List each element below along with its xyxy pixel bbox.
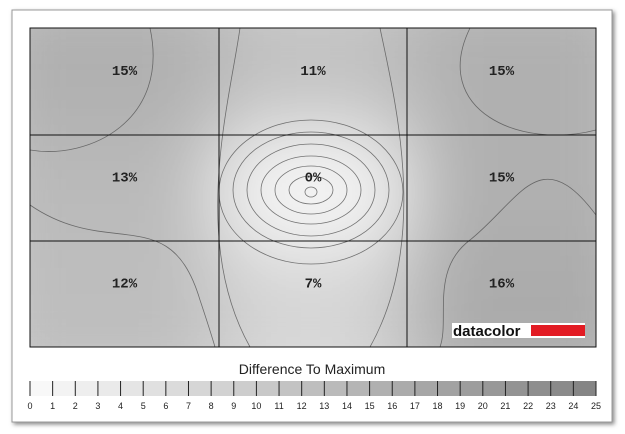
scale-segment — [392, 381, 415, 396]
scale-tick-label: 6 — [163, 401, 168, 411]
cell-fill — [219, 135, 407, 241]
scale-title: Difference To Maximum — [239, 361, 386, 377]
scale-tick-label: 2 — [73, 401, 78, 411]
cell-fill — [30, 241, 219, 347]
scale-tick-label: 16 — [387, 401, 397, 411]
scale-tick-label: 13 — [319, 401, 329, 411]
scale-tick-label: 9 — [231, 401, 236, 411]
scale-tick-label: 12 — [297, 401, 307, 411]
scale-tick-label: 5 — [141, 401, 146, 411]
cell-label: 0% — [305, 171, 322, 187]
scale-tick-label: 8 — [209, 401, 214, 411]
scale-tick-label: 11 — [274, 401, 283, 411]
scale-segment — [301, 381, 325, 396]
scale-tick-label: 19 — [455, 401, 465, 411]
scale-segment — [211, 381, 234, 396]
scale-tick-label: 3 — [95, 401, 100, 411]
scale-tick-label: 7 — [186, 401, 191, 411]
scale-segment — [188, 381, 212, 396]
cell-label: 16% — [489, 277, 515, 293]
scale-segment — [346, 381, 370, 396]
cell-label: 11% — [300, 64, 326, 80]
scale-segment — [460, 381, 483, 396]
scale-segment — [143, 381, 166, 396]
scale-tick-label: 10 — [251, 401, 261, 411]
cell-label: 12% — [112, 277, 138, 293]
cell-fill — [407, 135, 596, 241]
scale-segment — [550, 381, 574, 396]
scale-tick-label: 18 — [433, 401, 443, 411]
scale-tick-label: 0 — [27, 401, 32, 411]
scale-segment — [165, 381, 189, 396]
cell-label: 15% — [112, 64, 138, 80]
scale-segment — [482, 381, 506, 396]
scale-segment — [97, 381, 121, 396]
scale-tick-label: 24 — [568, 401, 578, 411]
scale-segment — [279, 381, 302, 396]
cell-fill — [30, 135, 219, 241]
brand-logo: datacolor — [452, 323, 585, 340]
cell-label: 7% — [305, 277, 322, 293]
scale-segment — [369, 381, 393, 396]
scale-segment — [573, 381, 596, 396]
scale-tick-label: 17 — [410, 401, 420, 411]
scale-tick-label: 23 — [546, 401, 556, 411]
cell-fill — [219, 241, 407, 347]
scale-segment — [233, 381, 257, 396]
scale-segment — [75, 381, 98, 396]
scale-tick-label: 20 — [478, 401, 488, 411]
scale-tick-label: 15 — [365, 401, 375, 411]
scale-segment — [414, 381, 438, 396]
brand: datacolor — [453, 323, 521, 340]
grid — [29, 27, 597, 348]
scale-tick-label: 22 — [523, 401, 533, 411]
scale-tick-label: 1 — [50, 401, 55, 411]
scale-segment — [505, 381, 529, 396]
cell-fill — [30, 28, 219, 135]
heat-area — [30, 28, 596, 347]
cell-fill — [407, 28, 596, 135]
scale-tick-label: 14 — [342, 401, 352, 411]
scale-segment — [528, 381, 551, 396]
scale-tick-label: 4 — [118, 401, 123, 411]
scale-tick-label: 21 — [500, 401, 510, 411]
cell-label: 15% — [489, 64, 515, 80]
cell-label: 15% — [489, 171, 515, 187]
scale-segment — [437, 381, 461, 396]
scale-segment — [120, 381, 144, 396]
cell-label: 13% — [112, 171, 138, 187]
scale-segment — [324, 381, 347, 396]
color-scale: 0 1 2 3 4 5 6 7 8 9 10 11 12 13 14 15 16 17 18 19 20 21 22 23 24… — [27, 381, 601, 411]
scale-tick-label: 25 — [591, 401, 601, 411]
cell-fill — [219, 28, 407, 135]
scale-segment — [52, 381, 76, 396]
scale-segment — [256, 381, 280, 396]
scale-segment — [30, 381, 53, 396]
logo-bar — [531, 325, 585, 336]
